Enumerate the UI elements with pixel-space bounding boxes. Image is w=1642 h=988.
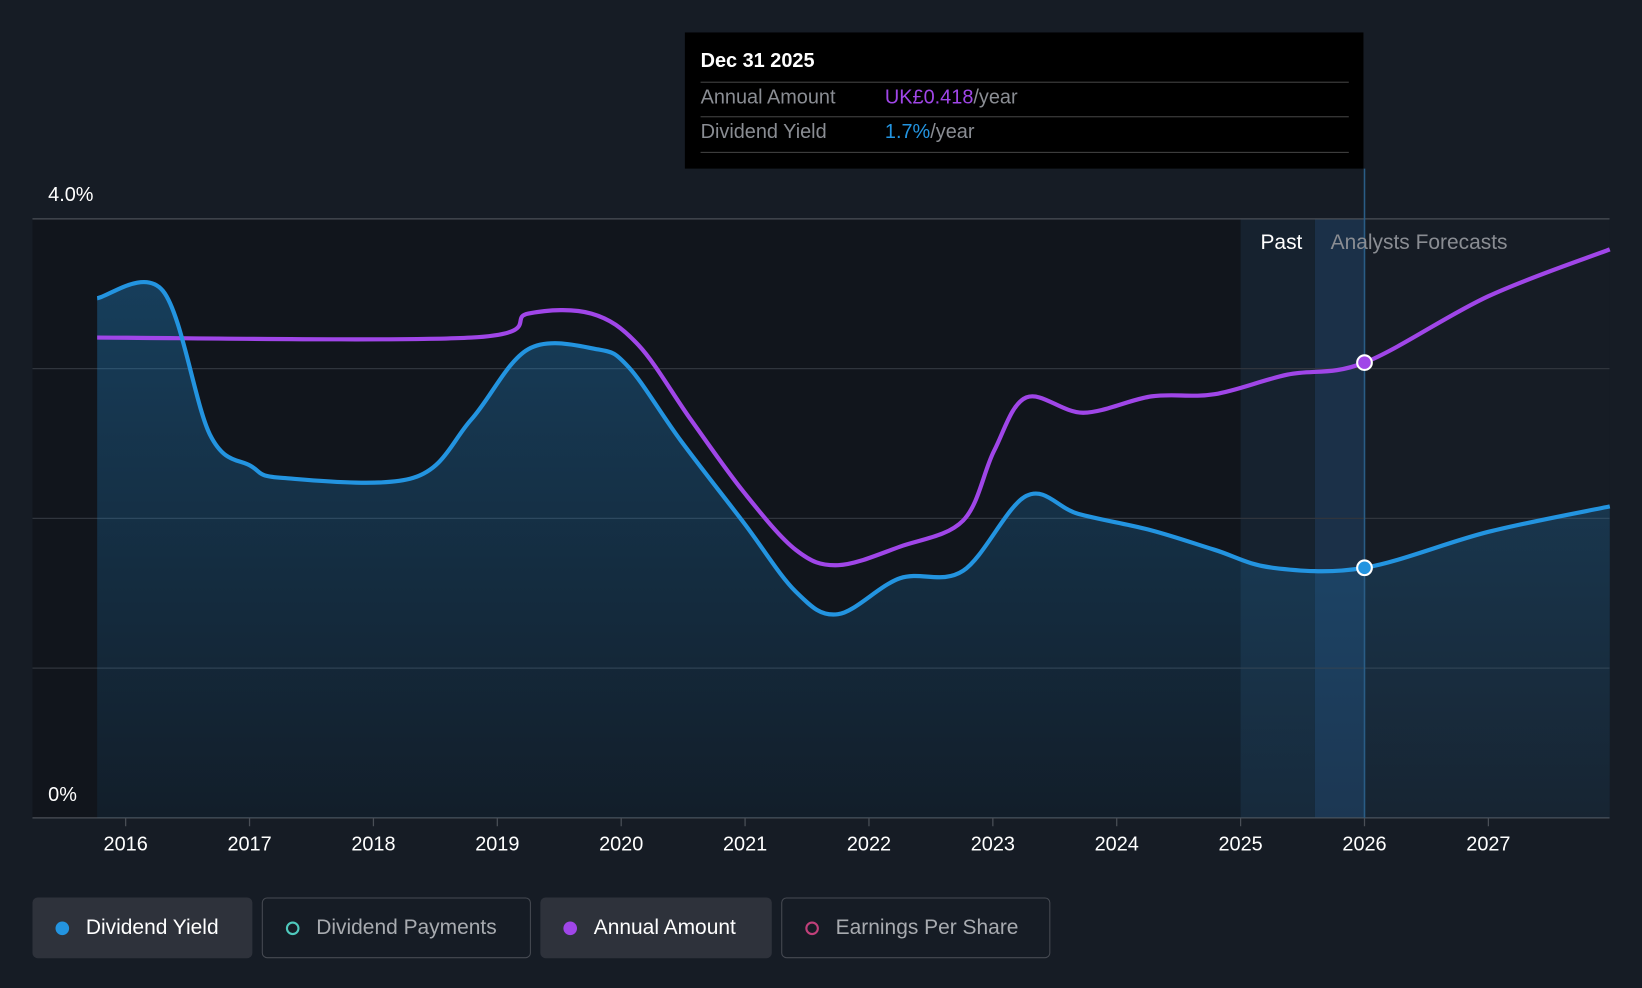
- legend-ring-icon: [285, 921, 300, 935]
- legend-ring-icon: [805, 921, 819, 935]
- x-tick-label: 2019: [475, 833, 519, 855]
- tooltip-row-annual-amount: Annual Amount UK£0.418/year: [700, 81, 1349, 117]
- legend-annual-amount[interactable]: Annual Amount: [540, 897, 772, 959]
- tooltip-row-dividend-yield: Dividend Yield 1.7%/year: [700, 116, 1349, 151]
- forecast-label: Analysts Forecasts: [1331, 231, 1508, 254]
- annual-amount-marker: [1356, 354, 1373, 372]
- x-tick-label: 2021: [723, 833, 767, 855]
- y-tick-label: 4.0%: [48, 184, 93, 206]
- x-tick-label: 2025: [1219, 833, 1263, 855]
- x-tick-label: 2016: [104, 833, 148, 855]
- legend-dot-icon: [563, 921, 578, 935]
- tooltip-value: UK£0.418: [884, 86, 974, 109]
- tooltip-label: Annual Amount: [700, 86, 836, 109]
- x-tick-label: 2024: [1095, 833, 1139, 855]
- x-tick-label: 2020: [599, 833, 643, 855]
- dividend-yield-marker: [1356, 559, 1373, 577]
- x-tick-label: 2027: [1466, 833, 1510, 855]
- legend-dividend-yield[interactable]: Dividend Yield: [32, 897, 253, 959]
- x-tick-label: 2023: [971, 833, 1015, 855]
- tooltip-value: 1.7%: [884, 121, 931, 144]
- x-tick-label: 2017: [227, 833, 271, 855]
- legend-label: Earnings Per Share: [835, 915, 1019, 939]
- dividend-yield-line: [96, 280, 1611, 617]
- annual-amount-line: [97, 247, 1611, 568]
- tooltip: Dec 31 2025 Annual Amount UK£0.418/year …: [684, 32, 1364, 169]
- tooltip-suffix: /year: [930, 121, 975, 144]
- x-tick-label: 2022: [847, 833, 891, 855]
- legend-dividend-payments[interactable]: Dividend Payments: [261, 897, 531, 959]
- legend-dot-icon: [55, 921, 70, 935]
- tooltip-label: Dividend Yield: [700, 121, 827, 144]
- legend-label: Dividend Payments: [316, 915, 497, 939]
- x-tick-label: 2026: [1342, 833, 1386, 855]
- y-tick-label: 0%: [48, 784, 77, 806]
- tooltip-date: Dec 31 2025: [700, 50, 815, 73]
- x-tick-label: 2018: [351, 833, 395, 855]
- tooltip-suffix: /year: [973, 86, 1018, 109]
- legend: Dividend Yield Dividend Payments Annual …: [32, 897, 1051, 959]
- legend-label: Dividend Yield: [85, 915, 219, 939]
- legend-earnings-per-share[interactable]: Earnings Per Share: [781, 897, 1051, 959]
- legend-label: Annual Amount: [593, 915, 736, 939]
- past-label: Past: [1260, 231, 1302, 254]
